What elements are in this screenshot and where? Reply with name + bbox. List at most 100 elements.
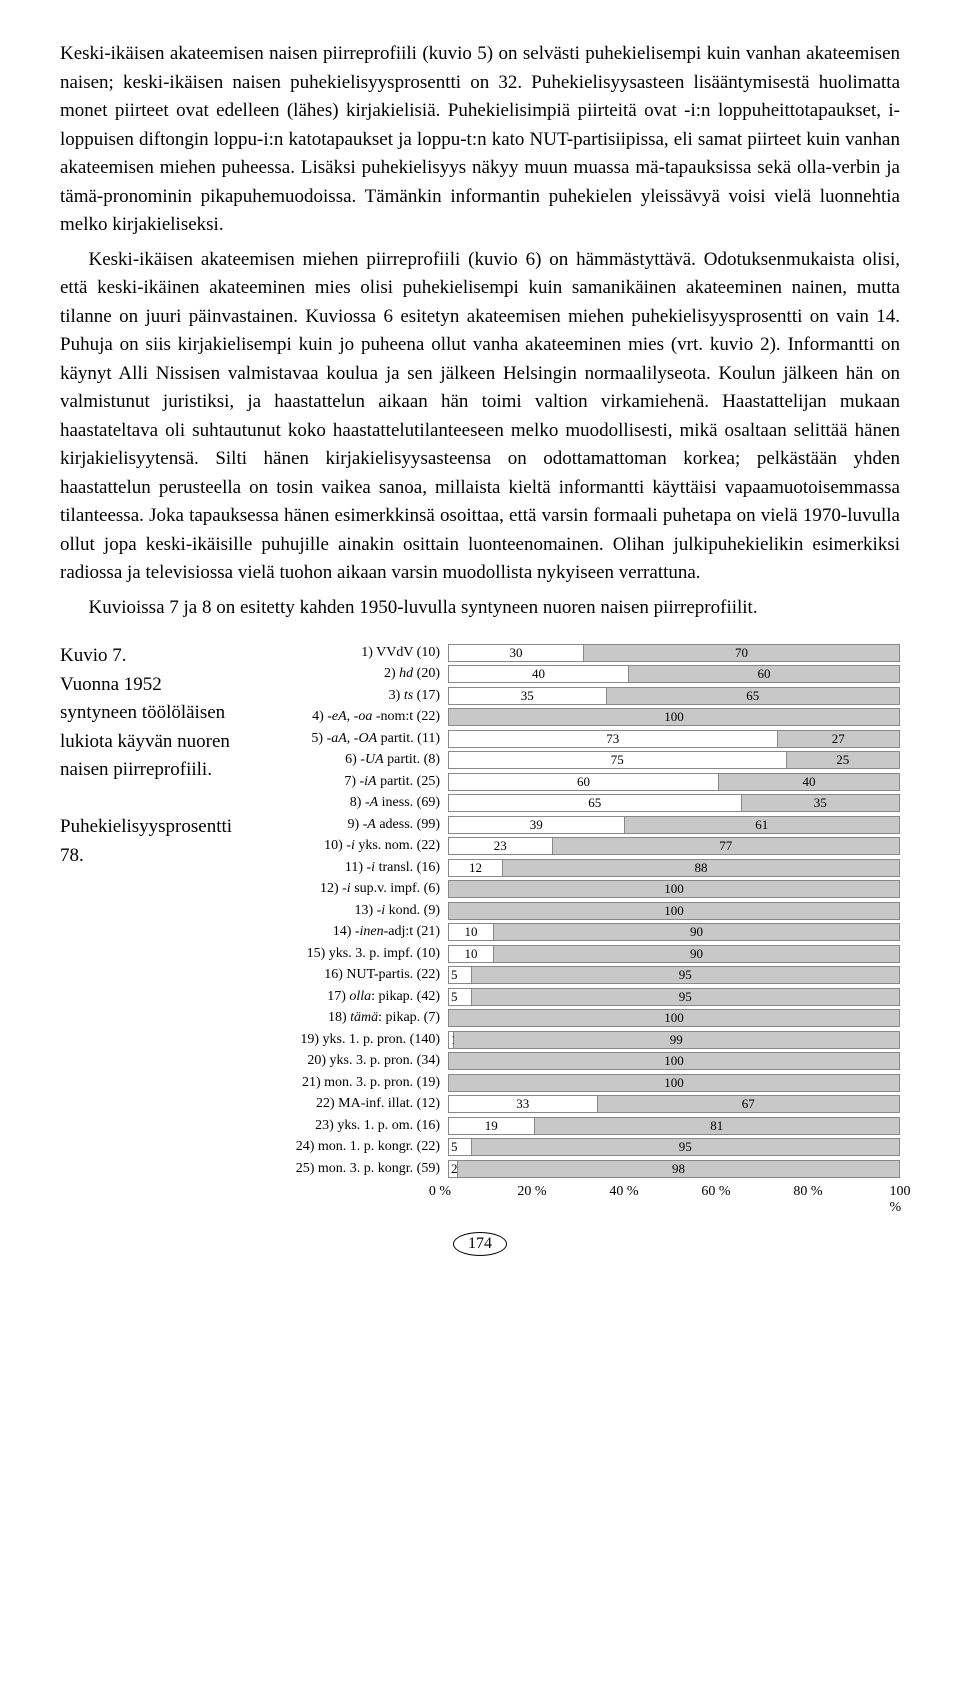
bar-segment-a: 40 bbox=[449, 666, 629, 682]
bar-segment-b: 95 bbox=[472, 989, 900, 1005]
row-label: 14) -inen-adj:t (21) bbox=[240, 924, 448, 940]
bar-segment-b: 61 bbox=[625, 817, 900, 833]
row-bar: 1981 bbox=[448, 1117, 900, 1135]
chart-row: 1) VVdV (10)3070 bbox=[240, 642, 900, 664]
row-bar: 0100 bbox=[448, 1009, 900, 1027]
chart-row: 10) -i yks. nom. (22)2377 bbox=[240, 836, 900, 858]
bar-segment-b: 90 bbox=[494, 946, 899, 962]
row-label: 3) ts (17) bbox=[240, 688, 448, 704]
bar-segment-a: 33 bbox=[449, 1096, 598, 1112]
row-bar: 3367 bbox=[448, 1095, 900, 1113]
row-label: 16) NUT-partis. (22) bbox=[240, 967, 448, 983]
row-label: 2) hd (20) bbox=[240, 666, 448, 682]
row-bar: 6040 bbox=[448, 773, 900, 791]
axis-tick: 40 % bbox=[609, 1184, 638, 1200]
paragraph-1: Keski-ikäisen akateemisen naisen piirrep… bbox=[60, 40, 900, 240]
chart-row: 13) -i kond. (9)0100 bbox=[240, 900, 900, 922]
row-bar: 0100 bbox=[448, 880, 900, 898]
bar-segment-a: 5 bbox=[449, 1139, 472, 1155]
figure-7: Kuvio 7. Vuonna 1952 syntyneen töölöläis… bbox=[60, 642, 900, 1208]
bar-segment-a: 60 bbox=[449, 774, 719, 790]
axis-tick: 60 % bbox=[701, 1184, 730, 1200]
bar-segment-b: 95 bbox=[472, 1139, 900, 1155]
row-bar: 0100 bbox=[448, 1074, 900, 1092]
axis-tick: 80 % bbox=[793, 1184, 822, 1200]
bar-segment-a: 23 bbox=[449, 838, 553, 854]
chart-row: 23) yks. 1. p. om. (16)1981 bbox=[240, 1115, 900, 1137]
axis-ticks: 0 %20 %40 %60 %80 %100 % bbox=[440, 1184, 900, 1208]
row-label: 1) VVdV (10) bbox=[240, 645, 448, 661]
row-bar: 298 bbox=[448, 1160, 900, 1178]
x-axis: 0 %20 %40 %60 %80 %100 % bbox=[240, 1184, 900, 1208]
document-page: Keski-ikäisen akateemisen naisen piirrep… bbox=[0, 0, 960, 1286]
bar-segment-b: 67 bbox=[598, 1096, 900, 1112]
chart-row: 15) yks. 3. p. impf. (10)1090 bbox=[240, 943, 900, 965]
bar-segment-a: 30 bbox=[449, 645, 584, 661]
page-number-wrap: 174 bbox=[60, 1232, 900, 1256]
row-label: 11) -i transl. (16) bbox=[240, 860, 448, 876]
axis-tick: 20 % bbox=[517, 1184, 546, 1200]
row-bar: 4060 bbox=[448, 665, 900, 683]
bar-segment-b: 100 bbox=[449, 881, 899, 897]
chart-row: 17) olla: pikap. (42)595 bbox=[240, 986, 900, 1008]
bar-segment-b: 77 bbox=[553, 838, 900, 854]
bar-segment-b: 100 bbox=[449, 1053, 899, 1069]
row-label: 7) -iA partit. (25) bbox=[240, 774, 448, 790]
row-bar: 1090 bbox=[448, 945, 900, 963]
axis-tick: 0 % bbox=[429, 1184, 451, 1200]
chart-row: 11) -i transl. (16)1288 bbox=[240, 857, 900, 879]
chart-row: 20) yks. 3. p. pron. (34)0100 bbox=[240, 1051, 900, 1073]
row-label: 6) -UA partit. (8) bbox=[240, 752, 448, 768]
row-bar: 0100 bbox=[448, 902, 900, 920]
bar-segment-b: 65 bbox=[607, 688, 900, 704]
bar-segment-a: 10 bbox=[449, 924, 494, 940]
bar-segment-a: 35 bbox=[449, 688, 607, 704]
bar-segment-b: 99 bbox=[454, 1032, 900, 1048]
row-bar: 595 bbox=[448, 1138, 900, 1156]
row-label: 18) tämä: pikap. (7) bbox=[240, 1010, 448, 1026]
page-number: 174 bbox=[453, 1232, 507, 1256]
bar-segment-b: 27 bbox=[778, 731, 900, 747]
chart-row: 2) hd (20)4060 bbox=[240, 664, 900, 686]
figure-body: Vuonna 1952 syntyneen töölöläisen lukiot… bbox=[60, 671, 240, 785]
row-bar: 6535 bbox=[448, 794, 900, 812]
row-label: 13) -i kond. (9) bbox=[240, 903, 448, 919]
chart-row: 6) -UA partit. (8)7525 bbox=[240, 750, 900, 772]
row-label: 21) mon. 3. p. pron. (19) bbox=[240, 1075, 448, 1091]
row-bar: 1090 bbox=[448, 923, 900, 941]
bar-segment-a: 73 bbox=[449, 731, 778, 747]
axis-tick: 100 % bbox=[890, 1184, 911, 1216]
bar-segment-b: 25 bbox=[787, 752, 900, 768]
row-label: 25) mon. 3. p. kongr. (59) bbox=[240, 1161, 448, 1177]
chart-row: 7) -iA partit. (25)6040 bbox=[240, 771, 900, 793]
row-label: 19) yks. 1. p. pron. (140) bbox=[240, 1032, 448, 1048]
row-label: 10) -i yks. nom. (22) bbox=[240, 838, 448, 854]
bar-segment-a: 5 bbox=[449, 967, 472, 983]
chart-row: 22) MA-inf. illat. (12)3367 bbox=[240, 1094, 900, 1116]
bar-segment-b: 35 bbox=[742, 795, 900, 811]
chart-row: 8) -A iness. (69)6535 bbox=[240, 793, 900, 815]
row-bar: 3961 bbox=[448, 816, 900, 834]
figure-caption: Kuvio 7. Vuonna 1952 syntyneen töölöläis… bbox=[60, 642, 240, 1208]
row-bar: 7327 bbox=[448, 730, 900, 748]
figure-title: Kuvio 7. bbox=[60, 642, 240, 671]
row-label: 12) -i sup.v. impf. (6) bbox=[240, 881, 448, 897]
chart-row: 4) -eA, -oa -nom:t (22)0100 bbox=[240, 707, 900, 729]
figure-body-2: Puhekielisyys­prosentti 78. bbox=[60, 813, 240, 870]
row-label: 9) -A adess. (99) bbox=[240, 817, 448, 833]
bar-segment-b: 100 bbox=[449, 903, 899, 919]
row-bar: 199 bbox=[448, 1031, 900, 1049]
bar-segment-b: 100 bbox=[449, 1075, 899, 1091]
chart-row: 12) -i sup.v. impf. (6)0100 bbox=[240, 879, 900, 901]
row-bar: 0100 bbox=[448, 1052, 900, 1070]
chart-rows: 1) VVdV (10)30702) hd (20)40603) ts (17)… bbox=[240, 642, 900, 1180]
row-bar: 1288 bbox=[448, 859, 900, 877]
row-bar: 0100 bbox=[448, 708, 900, 726]
row-label: 24) mon. 1. p. kongr. (22) bbox=[240, 1139, 448, 1155]
chart-row: 19) yks. 1. p. pron. (140)199 bbox=[240, 1029, 900, 1051]
chart-row: 5) -aA, -OA partit. (11)7327 bbox=[240, 728, 900, 750]
chart-row: 18) tämä: pikap. (7)0100 bbox=[240, 1008, 900, 1030]
bar-segment-a: 10 bbox=[449, 946, 494, 962]
bar-segment-b: 100 bbox=[449, 1010, 899, 1026]
bar-segment-a: 12 bbox=[449, 860, 503, 876]
